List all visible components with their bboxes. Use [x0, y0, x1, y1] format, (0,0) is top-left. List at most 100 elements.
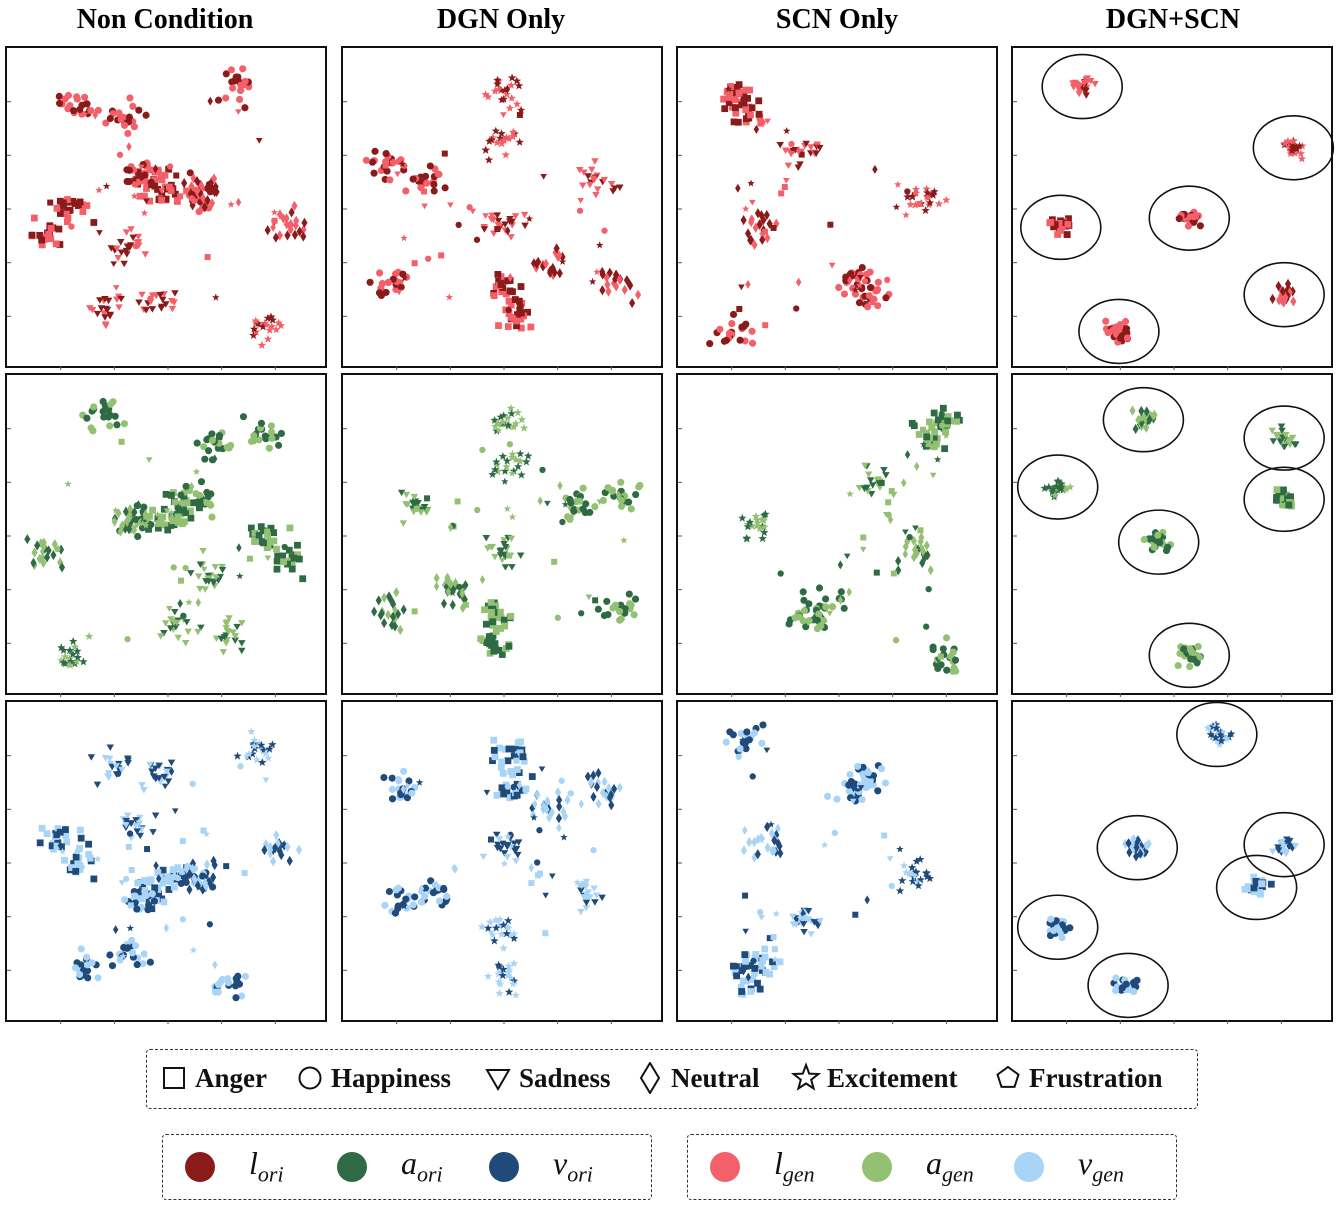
data-point-sadness — [127, 820, 135, 827]
data-point-happiness — [421, 884, 430, 892]
data-point-sadness — [598, 894, 606, 902]
data-point-sadness — [85, 305, 94, 312]
data-point-happiness — [267, 428, 276, 436]
data-point-excitement — [509, 976, 519, 985]
data-point-excitement — [499, 920, 508, 929]
data-point-sadness — [813, 141, 821, 148]
data-point-anger — [273, 545, 280, 553]
data-point-happiness — [105, 410, 114, 418]
data-point-excitement — [247, 727, 256, 736]
data-point-excitement — [497, 930, 506, 938]
data-point-neutral — [507, 273, 513, 283]
data-point-happiness — [591, 503, 599, 511]
data-point-anger — [411, 260, 418, 267]
data-point-neutral — [119, 520, 126, 531]
data-point-sadness — [542, 892, 549, 899]
data-point-anger — [79, 208, 87, 215]
data-point-happiness — [813, 616, 821, 624]
data-point-anger — [873, 569, 880, 576]
data-point-happiness — [434, 170, 442, 178]
data-point-excitement — [126, 924, 134, 932]
data-point-sadness — [512, 858, 520, 865]
data-point-sadness — [1280, 843, 1288, 851]
data-point-excitement — [934, 455, 942, 463]
data-point-anger — [174, 519, 182, 526]
data-point-sadness — [101, 314, 109, 321]
legend-label-happiness: Happiness — [331, 1062, 452, 1093]
data-point-happiness — [554, 614, 561, 621]
data-point-sadness — [225, 615, 233, 622]
data-point-excitement — [906, 200, 915, 209]
data-point-anger — [59, 199, 67, 207]
data-point-happiness — [241, 77, 249, 85]
data-point-sadness — [508, 564, 516, 571]
data-point-sadness — [544, 500, 551, 507]
data-point-happiness — [214, 981, 222, 989]
data-point-sadness — [264, 555, 272, 562]
data-point-anger — [270, 529, 277, 537]
data-point-sadness — [420, 504, 429, 511]
data-point-excitement — [760, 528, 769, 537]
data-point-excitement — [495, 989, 504, 997]
data-point-happiness — [129, 102, 137, 110]
data-point-sadness — [166, 625, 175, 632]
data-point-excitement — [513, 408, 522, 417]
data-point-sadness — [582, 905, 590, 912]
star-icon-mark — [791, 1062, 821, 1091]
data-point-excitement — [503, 971, 513, 980]
data-point-excitement — [1292, 144, 1301, 153]
data-point-anger — [915, 431, 923, 438]
data-point-happiness — [71, 964, 80, 972]
data-point-happiness — [877, 765, 886, 773]
data-point-excitement — [507, 409, 516, 418]
data-point-excitement — [488, 470, 497, 479]
data-point-anger — [125, 843, 132, 850]
data-point-anger — [246, 555, 253, 562]
data-point-happiness — [777, 570, 784, 577]
data-point-neutral — [735, 183, 741, 193]
data-point-excitement — [771, 955, 779, 963]
data-point-excitement — [403, 782, 411, 790]
data-point-anger — [271, 217, 278, 224]
data-point-happiness — [128, 936, 136, 944]
data-point-neutral — [287, 224, 294, 235]
data-point-happiness — [111, 412, 119, 420]
data-point-neutral — [599, 787, 606, 798]
data-point-sadness — [238, 620, 246, 627]
data-point-excitement — [485, 136, 494, 145]
data-point-excitement — [898, 876, 907, 885]
data-point-excitement — [276, 321, 286, 330]
panel-scn-only-a — [676, 373, 998, 697]
data-point-neutral — [126, 142, 132, 152]
data-point-anger — [498, 279, 505, 286]
data-point-anger — [146, 876, 154, 884]
data-point-excitement — [923, 188, 932, 197]
data-point-sadness — [167, 759, 176, 767]
data-point-excitement — [139, 519, 147, 527]
data-point-sadness — [135, 820, 144, 827]
data-point-sadness — [482, 535, 490, 542]
data-point-excitement — [508, 132, 518, 141]
data-point-sadness — [876, 484, 884, 492]
cluster-outline — [1019, 194, 1102, 261]
data-point-neutral — [601, 776, 608, 787]
data-point-excitement — [84, 632, 94, 640]
data-point-happiness — [567, 790, 574, 797]
data-point-happiness — [180, 612, 187, 619]
data-point-anger — [488, 608, 495, 616]
column-title-dgn-only: DGN Only — [436, 4, 566, 35]
data-point-excitement — [251, 316, 260, 325]
data-point-excitement — [516, 456, 525, 465]
legend-label-anger: Anger — [195, 1062, 267, 1093]
data-point-sadness — [593, 186, 602, 193]
data-point-sadness — [174, 634, 182, 642]
data-point-happiness — [1180, 645, 1188, 653]
data-point-happiness — [134, 532, 142, 541]
column-title-dgn-scn: DGN+SCN — [1105, 4, 1241, 35]
data-point-happiness — [837, 588, 845, 596]
data-point-neutral — [606, 267, 613, 278]
data-point-sadness — [1282, 432, 1290, 439]
data-point-anger — [742, 892, 749, 899]
data-point-anger — [159, 879, 167, 887]
data-point-neutral — [578, 799, 584, 809]
